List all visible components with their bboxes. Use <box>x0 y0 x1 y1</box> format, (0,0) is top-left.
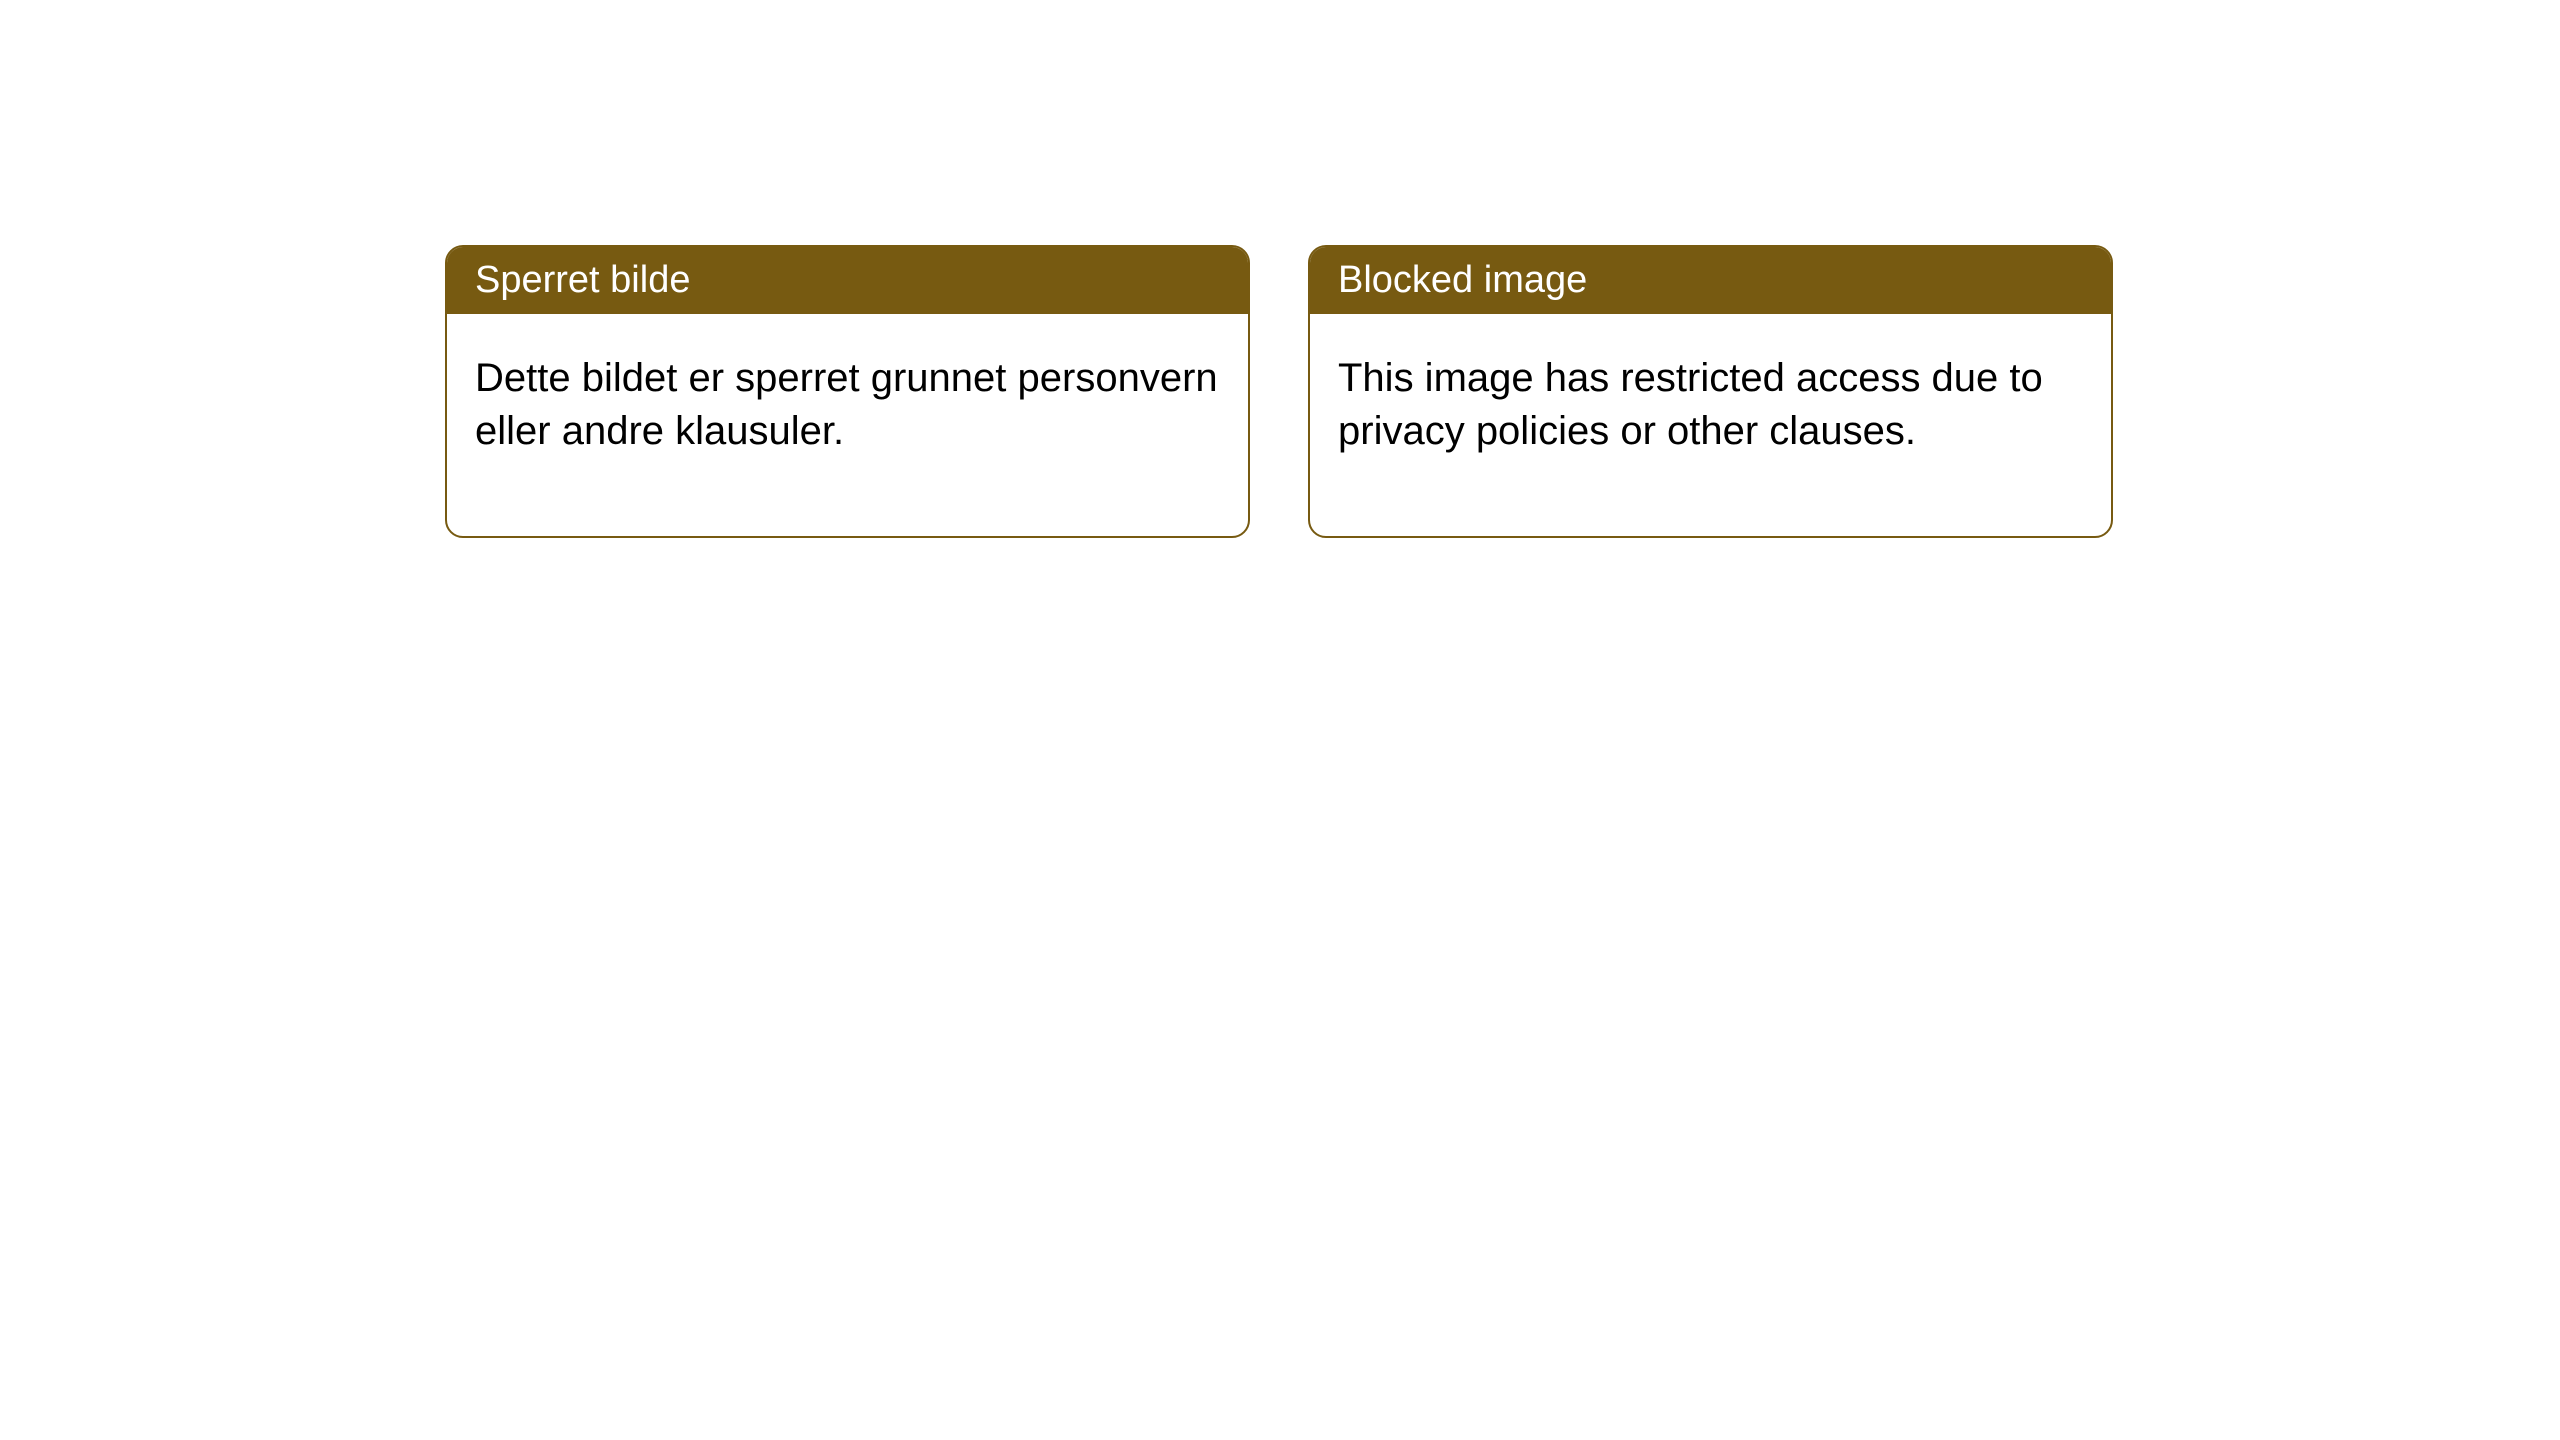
card-body: This image has restricted access due to … <box>1310 314 2111 536</box>
card-body: Dette bildet er sperret grunnet personve… <box>447 314 1248 536</box>
notice-card-english: Blocked image This image has restricted … <box>1308 245 2113 538</box>
card-body-text: Dette bildet er sperret grunnet personve… <box>475 356 1218 453</box>
card-header: Blocked image <box>1310 247 2111 314</box>
card-body-text: This image has restricted access due to … <box>1338 356 2043 453</box>
notice-card-norwegian: Sperret bilde Dette bildet er sperret gr… <box>445 245 1250 538</box>
card-title: Sperret bilde <box>475 259 690 301</box>
card-header: Sperret bilde <box>447 247 1248 314</box>
card-title: Blocked image <box>1338 259 1587 301</box>
notice-container: Sperret bilde Dette bildet er sperret gr… <box>0 0 2560 538</box>
